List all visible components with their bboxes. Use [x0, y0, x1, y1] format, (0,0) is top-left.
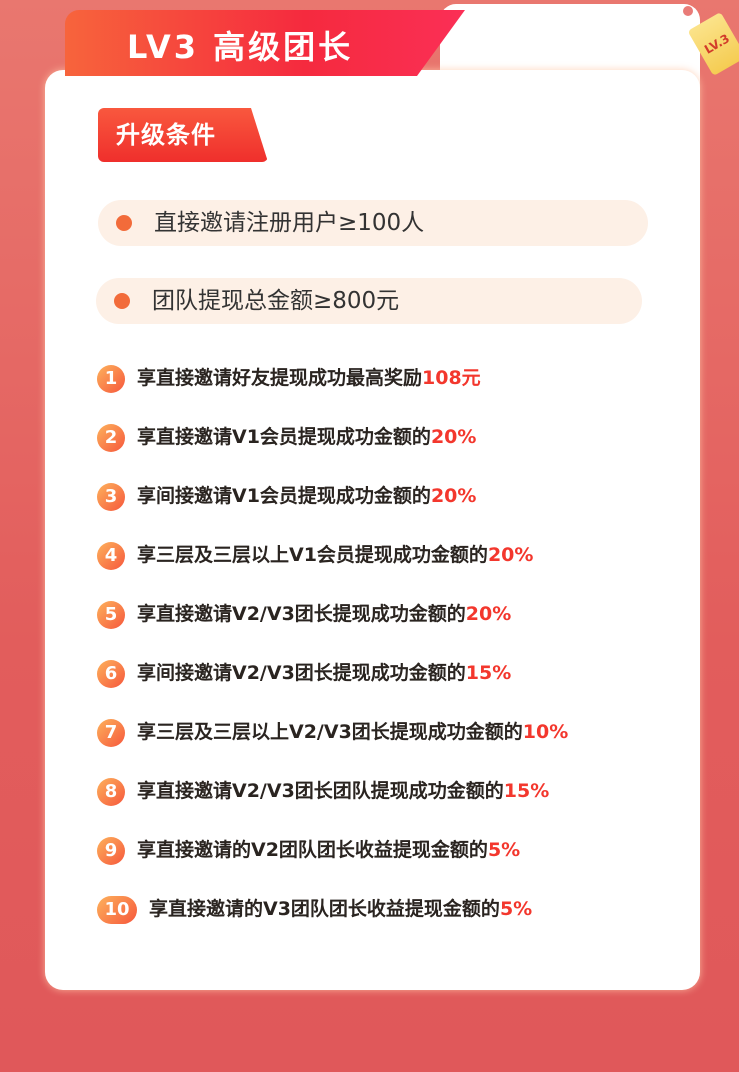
number-badge: 5	[97, 600, 125, 629]
conditions-title: 升级条件	[98, 108, 268, 162]
condition-item: 直接邀请注册用户≥100人	[98, 200, 648, 246]
level-title: LV3 高级团长	[127, 28, 354, 66]
benefit-value: 5%	[487, 839, 521, 861]
benefit-item: 3 享间接邀请V1会员提现成功金额的20%	[97, 480, 476, 512]
number-badge: 8	[97, 777, 125, 806]
benefit-item: 2 享直接邀请V1会员提现成功金额的20%	[97, 421, 476, 453]
number-badge: 2	[97, 423, 125, 452]
benefit-text: 享间接邀请V2/V3团长提现成功金额的	[137, 662, 466, 684]
pin-icon	[683, 6, 693, 16]
benefit-text: 享直接邀请好友提现成功最高奖励	[137, 367, 423, 389]
benefit-text: 享直接邀请V2/V3团长团队提现成功金额的	[137, 780, 504, 802]
benefit-value: 5%	[499, 898, 533, 920]
benefit-item: 1 享直接邀请好友提现成功最高奖励108元	[97, 362, 481, 394]
benefit-text: 享直接邀请的V2团队团长收益提现金额的	[137, 839, 488, 861]
benefit-value: 20%	[430, 485, 477, 507]
number-badge: 1	[97, 364, 125, 393]
benefit-value: 20%	[430, 426, 477, 448]
number-badge: 7	[97, 718, 125, 747]
level-header: LV3 高级团长	[65, 10, 465, 76]
number-badge: 9	[97, 836, 125, 865]
benefit-value: 108元	[422, 367, 481, 389]
benefit-value: 20%	[465, 603, 512, 625]
benefit-value: 15%	[503, 780, 550, 802]
benefit-text: 享间接邀请V1会员提现成功金额的	[137, 485, 431, 507]
benefit-value: 20%	[487, 544, 534, 566]
benefit-text: 享三层及三层以上V1会员提现成功金额的	[137, 544, 488, 566]
benefit-item: 9 享直接邀请的V2团队团长收益提现金额的5%	[97, 834, 520, 866]
bullet-icon	[116, 215, 132, 231]
number-badge: 10	[97, 895, 137, 924]
benefit-value: 10%	[522, 721, 569, 743]
benefit-item: 10 享直接邀请的V3团队团长收益提现金额的5%	[97, 893, 532, 925]
benefit-item: 8 享直接邀请V2/V3团长团队提现成功金额的15%	[97, 775, 549, 807]
number-badge: 6	[97, 659, 125, 688]
benefit-item: 6 享间接邀请V2/V3团长提现成功金额的15%	[97, 657, 511, 689]
benefit-text: 享三层及三层以上V2/V3团长提现成功金额的	[137, 721, 523, 743]
condition-item: 团队提现总金额≥800元	[96, 278, 642, 324]
benefit-text: 享直接邀请V1会员提现成功金额的	[137, 426, 431, 448]
number-badge: 3	[97, 482, 125, 511]
benefit-item: 4 享三层及三层以上V1会员提现成功金额的20%	[97, 539, 533, 571]
number-badge: 4	[97, 541, 125, 570]
benefit-text: 享直接邀请V2/V3团长提现成功金额的	[137, 603, 466, 625]
benefit-value: 15%	[465, 662, 512, 684]
benefit-item: 5 享直接邀请V2/V3团长提现成功金额的20%	[97, 598, 511, 630]
bullet-icon	[114, 293, 130, 309]
benefit-text: 享直接邀请的V3团队团长收益提现金额的	[149, 898, 500, 920]
benefit-item: 7 享三层及三层以上V2/V3团长提现成功金额的10%	[97, 716, 568, 748]
